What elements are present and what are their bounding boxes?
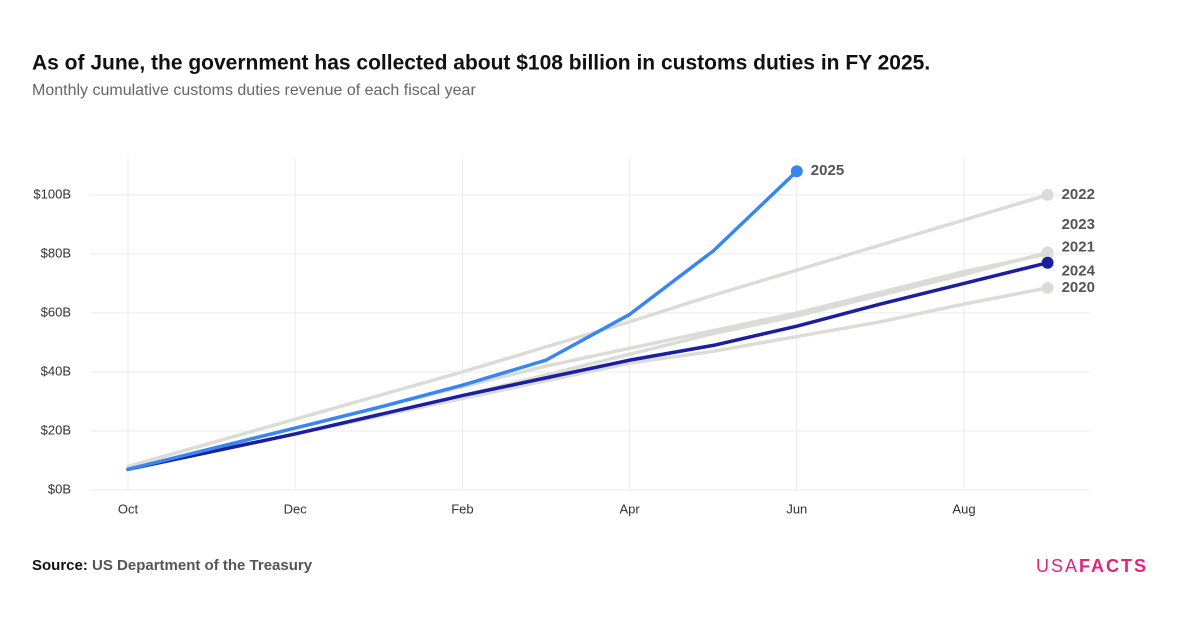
x-tick-label: Oct: [118, 501, 139, 516]
x-tick-label: Jun: [786, 501, 807, 516]
source-text: US Department of the Treasury: [92, 557, 313, 574]
logo-facts: FACTS: [1079, 556, 1148, 576]
series-label: 2022: [1062, 186, 1095, 203]
end-dot: [1041, 281, 1054, 294]
y-tick-label: $100B: [33, 186, 71, 201]
series-label: 2023: [1062, 216, 1095, 233]
y-tick-label: $20B: [41, 422, 71, 437]
series-line: [126, 261, 1050, 472]
logo: USAFACTS: [1036, 556, 1148, 576]
end-dot: [790, 165, 803, 178]
source-label: Source:: [32, 557, 88, 574]
series-line: [126, 286, 1050, 472]
series-label: 2024: [1062, 263, 1096, 280]
series-label: 2020: [1062, 279, 1095, 296]
y-tick-label: $80B: [41, 245, 71, 260]
end-dot: [1041, 188, 1054, 201]
chart-title: As of June, the government has collected…: [32, 52, 930, 75]
y-tick-label: $40B: [41, 363, 71, 378]
x-tick-label: Dec: [284, 501, 308, 516]
end-dot: [1041, 256, 1054, 269]
logo-usa: USA: [1036, 556, 1079, 576]
series-label: 2025: [811, 162, 844, 179]
series-line: [126, 169, 799, 472]
series-line: [126, 193, 1050, 469]
chart-subtitle: Monthly cumulative customs duties revenu…: [32, 82, 476, 99]
y-tick-label: $0B: [48, 481, 71, 496]
y-tick-label: $60B: [41, 304, 71, 319]
series-label: 2021: [1062, 238, 1095, 255]
x-tick-label: Feb: [451, 501, 473, 516]
x-tick-label: Apr: [619, 501, 640, 516]
x-tick-label: Aug: [952, 501, 975, 516]
end-dot: [1041, 247, 1054, 260]
source: Source: US Department of the Treasury: [32, 557, 313, 574]
